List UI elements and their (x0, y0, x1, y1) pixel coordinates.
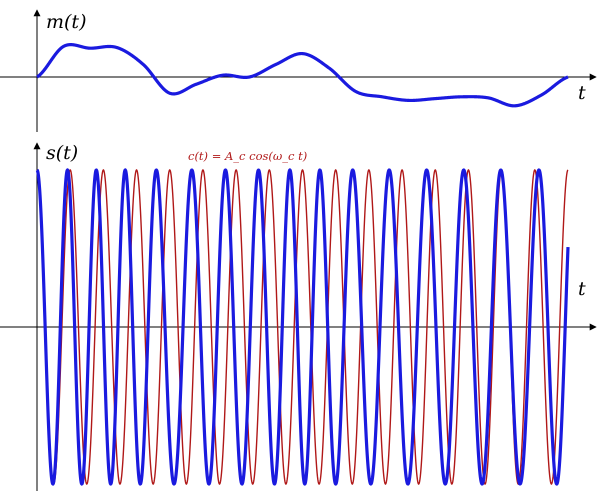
message-y-label: m(t) (46, 11, 86, 33)
modulated-y-label: s(t) (46, 142, 78, 164)
message-signal-line (35, 43, 570, 108)
modulated-x-label: t (578, 278, 586, 300)
carrier-label: c(t) = A_c cos(ω_c t) (188, 149, 307, 163)
message-x-label: t (578, 82, 586, 104)
modulated-signal-line (35, 168, 570, 486)
modulated-plot: s(t) t c(t) = A_c cos(ω_c t) (0, 142, 597, 491)
carrier-signal-line (36, 169, 569, 485)
message-plot: m(t) t (0, 9, 597, 132)
